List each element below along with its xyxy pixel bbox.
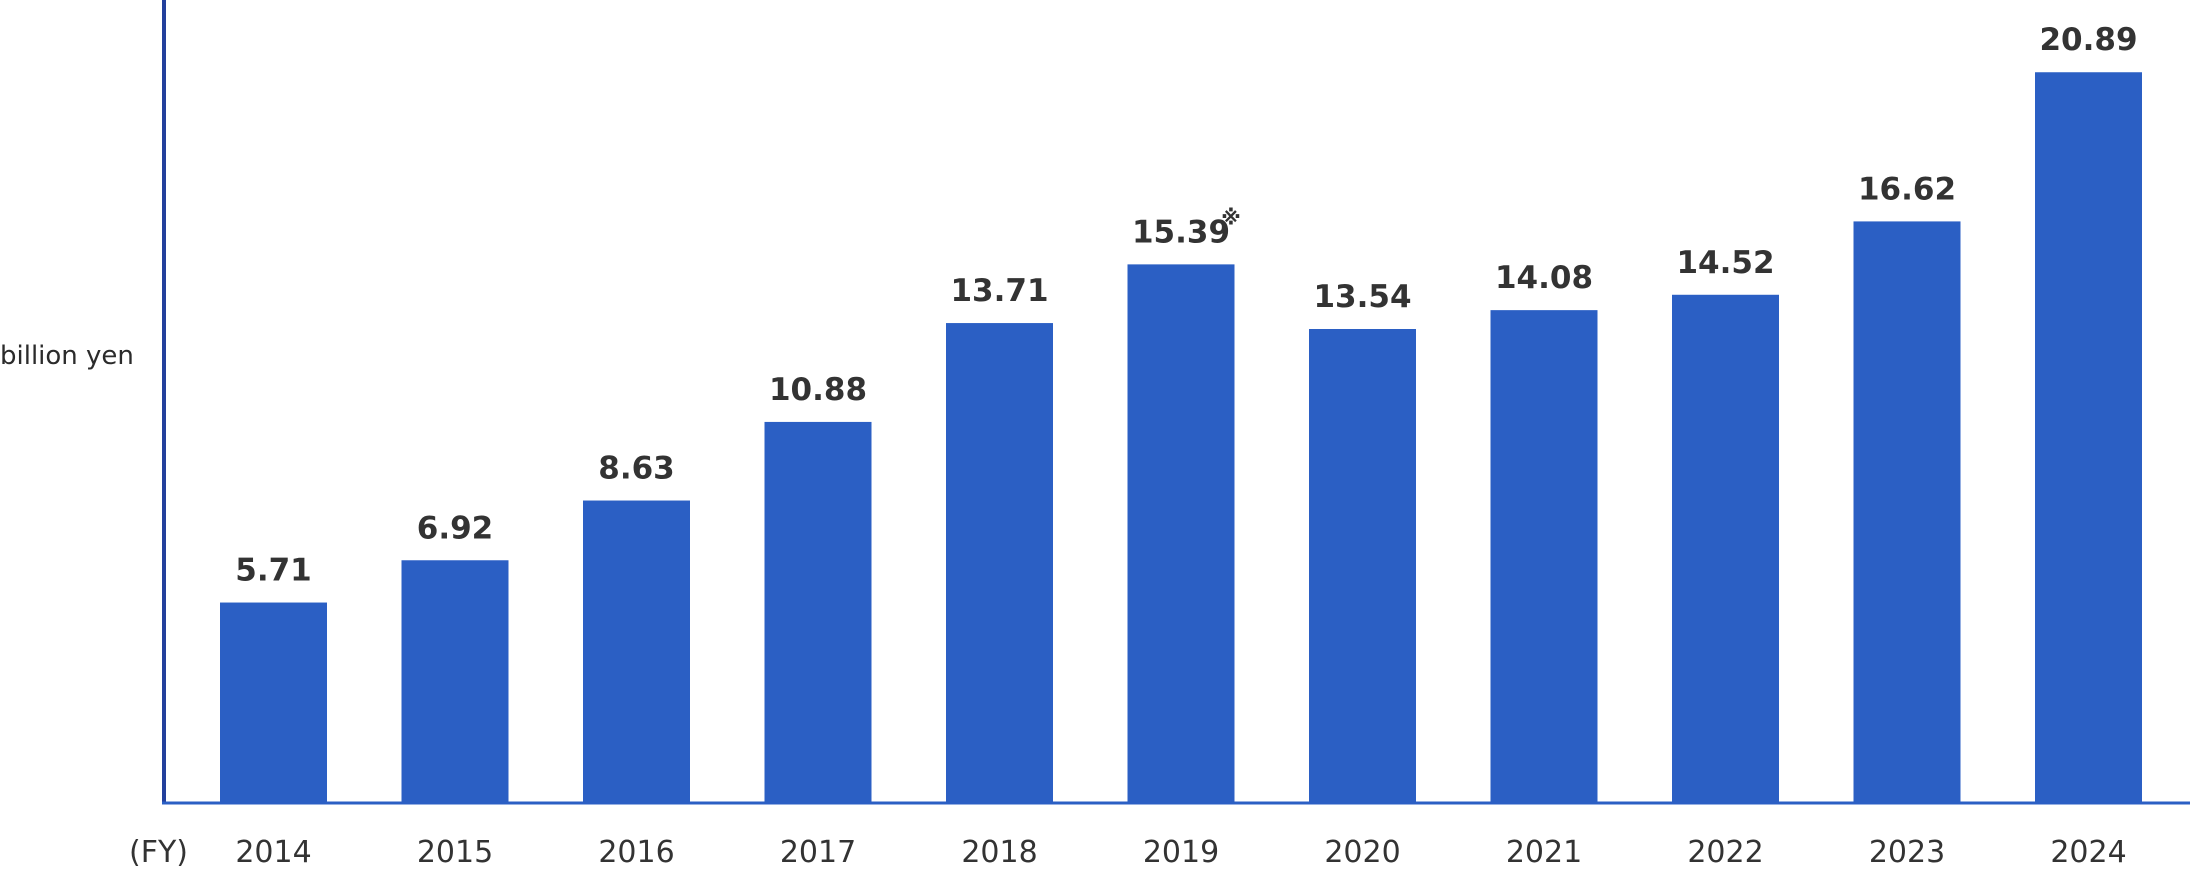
bar-2021 [1490, 310, 1598, 802]
bars-group [220, 72, 2142, 803]
data-label-2014: 5.71 [235, 553, 312, 589]
data-label-2016: 8.63 [598, 451, 675, 487]
x-tick-2014: 2014 [235, 835, 311, 870]
x-tick-2018: 2018 [961, 835, 1037, 870]
y-axis-unit-label: billion yen [0, 341, 134, 371]
data-label-2018: 13.71 [950, 273, 1048, 309]
note-mark-2019: ※ [1221, 205, 1240, 229]
data-label-2021: 14.08 [1495, 260, 1593, 296]
x-tick-2015: 2015 [417, 835, 493, 870]
bar-2014 [220, 602, 327, 802]
bar-2024 [2035, 72, 2142, 802]
bar-2017 [764, 421, 872, 802]
data-label-2020: 13.54 [1313, 279, 1411, 315]
bar-2018 [946, 323, 1053, 802]
data-labels-group: 5.71 6.92 8.63 10.88 13.71 15.39※ 13.54 14.08 14… [235, 22, 2137, 588]
data-label-2024: 20.89 [2039, 22, 2137, 58]
x-tick-labels-group: 2014 2015 2016 2017 2018 2019 2020 2021 2022 2023… [235, 835, 2126, 870]
bar-2019 [1127, 264, 1235, 803]
x-tick-2020: 2020 [1324, 835, 1400, 870]
data-label-2015: 6.92 [417, 510, 494, 546]
data-label-2019: 15.39 [1132, 214, 1230, 250]
bar-2015 [401, 560, 509, 802]
bar-2016 [583, 500, 690, 802]
x-tick-2017: 2017 [780, 835, 856, 870]
x-tick-2022: 2022 [1687, 835, 1763, 870]
bar-2020 [1309, 329, 1416, 802]
x-tick-2021: 2021 [1506, 835, 1582, 870]
data-label-2017: 10.88 [769, 372, 867, 408]
x-tick-2024: 2024 [2050, 835, 2126, 870]
bar-2023 [1853, 221, 1961, 802]
bar-2022 [1672, 294, 1779, 802]
x-tick-2023: 2023 [1869, 835, 1945, 870]
x-tick-2016: 2016 [598, 835, 674, 870]
data-label-2023: 16.62 [1858, 171, 1956, 207]
data-label-2022: 14.52 [1676, 245, 1774, 281]
x-tick-2019: 2019 [1143, 835, 1219, 870]
x-axis-unit-label: (FY) [129, 835, 188, 870]
